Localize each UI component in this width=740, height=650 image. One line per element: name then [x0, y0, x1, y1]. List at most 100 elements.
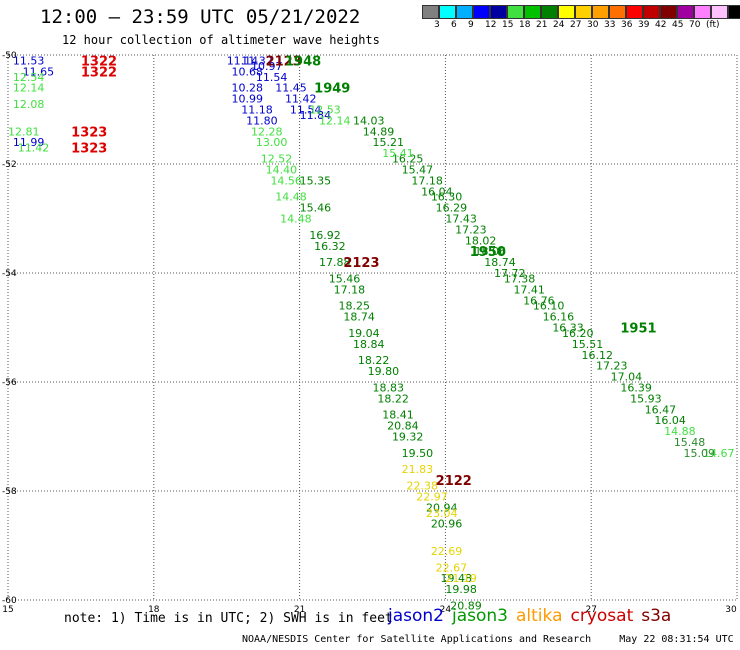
swh-value-label: 16.04	[421, 185, 453, 198]
swh-value-label: 11.84	[300, 109, 332, 122]
swh-value-label: 12.53	[309, 104, 341, 117]
swh-value-label: 17.43	[445, 213, 477, 226]
swh-value-label: 20.96	[431, 518, 463, 531]
x-tick-label: 30	[725, 605, 737, 615]
satellite-legend-s3a: s3a	[641, 606, 672, 626]
colorbar-swatch	[660, 5, 677, 19]
swh-value-label: 11.45	[275, 82, 307, 95]
swh-value-label: 11.54	[290, 104, 322, 117]
swh-value-label: 22.67	[436, 561, 468, 574]
data-labels: 11.5311.6511.9911.1411.3210.9710.6811.54…	[8, 54, 734, 612]
pass-time-label: 1950	[470, 245, 506, 260]
swh-value-label: 17.23	[455, 223, 487, 236]
swh-value-label: 11.32	[241, 54, 273, 67]
colorbar-label: 3	[434, 20, 440, 30]
swh-value-label: 14.40	[266, 163, 298, 176]
swh-value-label: 16.25	[392, 153, 424, 166]
colorbar-label: 45	[672, 20, 684, 30]
swh-value-label: 12.28	[251, 125, 283, 138]
colorbar-swatch	[694, 5, 711, 19]
grid-lines	[8, 55, 737, 600]
swh-value-label: 17.38	[504, 272, 535, 285]
footer-org: NOAA/NESDIS Center for Satellite Applica…	[242, 634, 592, 645]
swh-value-label: 18.74	[484, 256, 516, 269]
colorbar-label: 6	[451, 20, 457, 30]
swh-value-label: 19.80	[368, 365, 400, 378]
colorbar-label: 39	[638, 20, 650, 30]
colorbar-label: 36	[621, 20, 633, 30]
swh-value-label: 10.99	[232, 93, 264, 106]
colorbar-label: 27	[570, 20, 582, 30]
satellite-legend-jason2: jason2	[388, 606, 444, 626]
swh-value-label: 17.88	[319, 256, 351, 269]
swh-value-label: 16.33	[552, 322, 584, 335]
swh-value-label: 22.69	[431, 545, 463, 558]
swh-value-label: 11.14	[227, 54, 259, 67]
swh-value-label: 16.32	[314, 240, 346, 253]
tick-labels: 15 18 21 24 27 30 -50 -52 -54 -56 -58 -60	[2, 51, 737, 615]
colorbar-swatch	[558, 5, 575, 19]
y-tick-label: -54	[2, 269, 17, 279]
swh-value-label: 17.41	[513, 283, 545, 296]
swh-value-label: 22.97	[416, 490, 448, 503]
swh-value-label: 18.22	[358, 354, 390, 367]
plot-frame	[7, 54, 738, 601]
swh-value-label: 20.89	[450, 599, 482, 612]
swh-value-label: 18.84	[353, 338, 385, 351]
colorbar-swatch	[592, 5, 609, 19]
swh-value-label: 12.81	[8, 125, 40, 138]
swh-value-label: 16.92	[309, 229, 341, 242]
y-tick-label: -60	[2, 596, 17, 606]
pass-time-label: 2123	[343, 256, 379, 271]
y-tick-label: -52	[2, 160, 17, 170]
satellite-legend-jason3: jason3	[452, 606, 508, 626]
colorbar-label: 9	[468, 20, 474, 30]
swh-value-label: 10.68	[232, 65, 264, 78]
colorbar-label: 15	[502, 20, 514, 30]
swh-value-label: 19.04	[348, 327, 380, 340]
swh-value-label: 18.41	[382, 409, 414, 422]
swh-value-label: 18.06	[475, 245, 507, 258]
swh-value-label: 17.18	[411, 174, 443, 187]
swh-value-label: 16.12	[581, 349, 613, 362]
swh-value-label: 16.76	[523, 294, 555, 307]
swh-value-label: 10.97	[251, 60, 283, 73]
satellite-legend-altika: altika	[516, 606, 563, 626]
swh-value-label: 15.48	[674, 436, 706, 449]
colorbar-label: 42	[655, 20, 667, 30]
satellite-legend: jason2 jason3 altika cryosat s3a	[388, 606, 679, 626]
swh-value-label: 12.14	[13, 82, 45, 95]
swh-value-label: 11.53	[13, 54, 45, 67]
swh-value-label: 15.35	[300, 174, 332, 187]
pass-time-label: 1322	[81, 54, 117, 69]
swh-value-label: 21.83	[402, 463, 434, 476]
footer-timestamp: May 22 08:31:54 UTC 2022	[619, 634, 740, 645]
swh-value-label: 17.18	[334, 283, 366, 296]
swh-value-label: 15.46	[329, 272, 361, 285]
swh-value-label: 18.83	[373, 381, 405, 394]
colorbar-label: 33	[604, 20, 616, 30]
colorbar-swatch	[473, 5, 490, 19]
swh-value-label: 17.72	[494, 267, 526, 280]
colorbar-swatch	[609, 5, 626, 19]
swh-value-label: 14.48	[280, 213, 312, 226]
colorbar-label: 21	[536, 20, 548, 30]
x-tick-label: 18	[148, 605, 160, 615]
colorbar-swatch	[728, 5, 740, 19]
colorbar-swatch	[643, 5, 660, 19]
colorbar-swatch	[422, 5, 439, 19]
y-tick-label: -50	[2, 51, 17, 61]
pass-time-label: 2122	[436, 474, 472, 489]
footer: NOAA/NESDIS Center for Satellite Applica…	[242, 634, 740, 645]
colorbar-swatch	[456, 5, 473, 19]
swh-value-label: 11.99	[13, 136, 45, 149]
swh-value-label: 14.56	[270, 174, 302, 187]
swh-value-label: 12.08	[13, 98, 45, 111]
pass-time-label: 1323	[71, 125, 107, 140]
chart-title: 12:00 – 23:59 UTC 05/21/2022	[40, 6, 361, 28]
swh-value-label: 18.25	[338, 300, 370, 313]
swh-value-label: 14.48	[275, 191, 307, 204]
pass-time-label: 2123	[266, 54, 302, 69]
swh-value-label: 11.42	[285, 93, 317, 106]
swh-value-label: 12.14	[319, 114, 351, 127]
